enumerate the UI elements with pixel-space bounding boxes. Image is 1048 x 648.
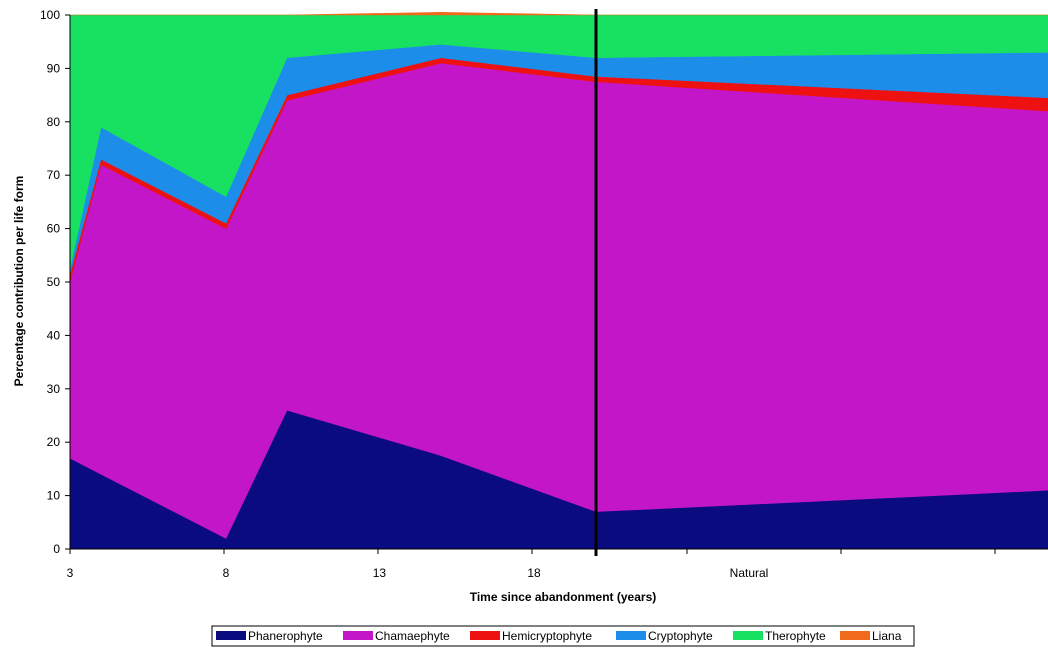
legend-swatch-liana — [840, 631, 870, 640]
x-tick-label: 18 — [527, 566, 541, 580]
legend-swatch-chamaephyte — [343, 631, 373, 640]
x-tick-label: 3 — [67, 566, 74, 580]
y-ticks: 0 10 20 30 40 50 60 70 80 90 100 — [40, 8, 70, 556]
legend-swatch-therophyte — [733, 631, 763, 640]
legend-label-therophyte: Therophyte — [765, 629, 826, 643]
x-tick-label: 8 — [223, 566, 230, 580]
y-tick-label: 0 — [53, 542, 60, 556]
y-tick-label: 90 — [47, 61, 61, 75]
legend-swatch-phanerophyte — [216, 631, 246, 640]
y-tick-label: 70 — [47, 168, 61, 182]
axes: 0 10 20 30 40 50 60 70 80 90 100 3 8 13 18 Natural — [40, 8, 1048, 580]
area-liana — [70, 12, 1048, 16]
legend-label-liana: Liana — [872, 629, 902, 643]
legend-label-hemicryptophyte: Hemicryptophyte — [502, 629, 592, 643]
y-tick-label: 60 — [47, 222, 61, 236]
x-tick-label: 13 — [373, 566, 387, 580]
y-tick-label: 30 — [47, 382, 61, 396]
y-tick-label: 80 — [47, 115, 61, 129]
y-tick-label: 40 — [47, 328, 61, 342]
area-layer — [69, 12, 1048, 550]
legend-label-chamaephyte: Chamaephyte — [375, 629, 450, 643]
legend: Phanerophyte Chamaephyte Hemicryptophyte Cr… — [211, 625, 915, 647]
legend-label-phanerophyte: Phanerophyte — [248, 629, 323, 643]
y-tick-label: 100 — [40, 8, 60, 22]
legend-label-cryptophyte: Cryptophyte — [648, 629, 713, 643]
x-tick-label: Natural — [730, 566, 769, 580]
legend-swatch-hemicryptophyte — [470, 631, 500, 640]
y-tick-label: 50 — [47, 275, 61, 289]
x-axis-title: Time since abandonment (years) — [470, 590, 657, 604]
legend-items: Phanerophyte Chamaephyte Hemicryptophyte Cr… — [216, 629, 902, 643]
legend-swatch-cryptophyte — [616, 631, 646, 640]
y-tick-label: 20 — [47, 435, 61, 449]
y-tick-label: 10 — [47, 489, 61, 503]
x-ticks: 3 8 13 18 Natural — [67, 549, 996, 580]
y-axis-title: Percentage contribution per life form — [12, 176, 26, 387]
